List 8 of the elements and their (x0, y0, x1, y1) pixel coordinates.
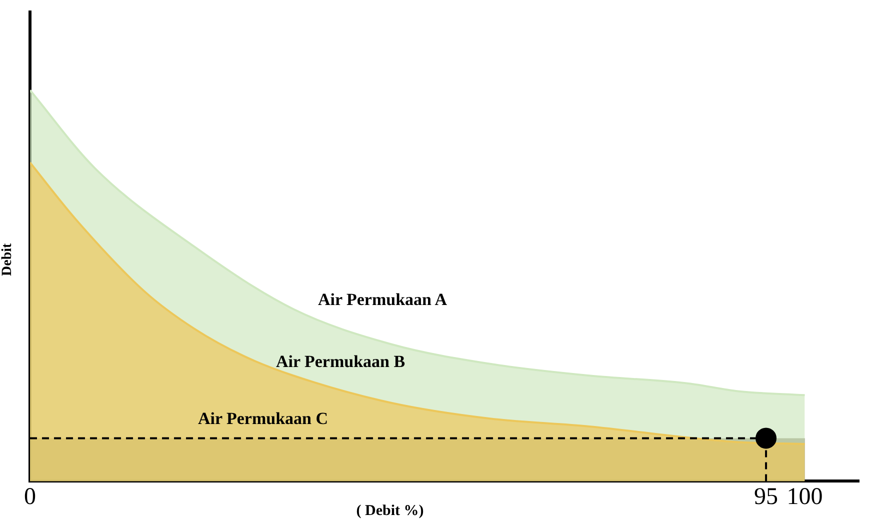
y-axis-title: Debit (0, 242, 16, 278)
x-axis-title: ( Debit %) (355, 503, 425, 520)
annotation: Air Permukaan C (198, 409, 328, 429)
annotation: Air Permukaan B (276, 352, 406, 372)
annotation: Air Permukaan A (318, 290, 448, 310)
x-tick-label: 0 (24, 484, 36, 510)
x-tick-label: 95 (754, 484, 778, 510)
x-tick-label: 100 (786, 484, 823, 510)
